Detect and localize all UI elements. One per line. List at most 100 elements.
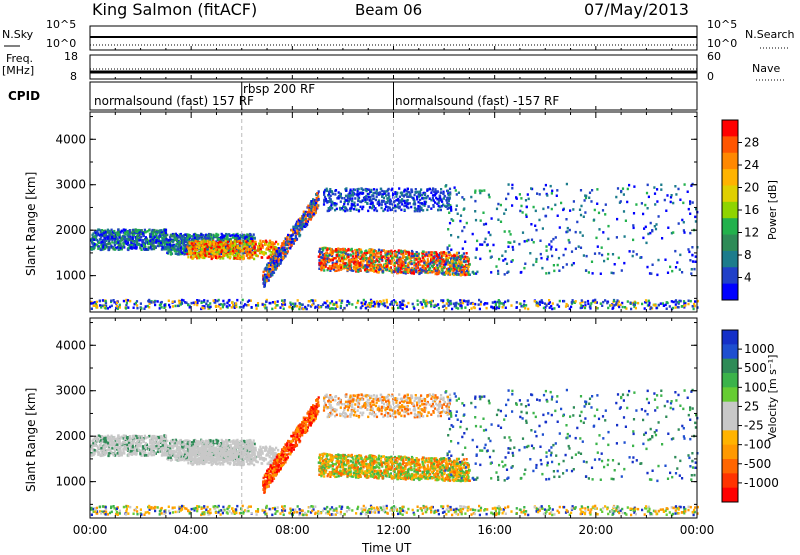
heatmap-cell	[422, 250, 424, 253]
heatmap-cell	[276, 261, 278, 264]
heatmap-cell	[200, 241, 202, 244]
heatmap-cell	[511, 204, 513, 207]
heatmap-cell	[372, 206, 374, 209]
heatmap-cell	[636, 253, 638, 256]
heatmap-cell	[604, 299, 606, 302]
heatmap-cell	[501, 255, 503, 258]
heatmap-cell	[512, 246, 514, 249]
heatmap-cell	[351, 197, 353, 200]
heatmap-cell	[314, 206, 316, 209]
heatmap-cell	[203, 252, 205, 255]
heatmap-cell	[458, 192, 460, 195]
heatmap-cell	[254, 251, 256, 254]
heatmap-cell	[246, 254, 248, 257]
heatmap-cell	[413, 261, 415, 264]
heatmap-cell	[94, 243, 96, 246]
heatmap-cell	[462, 302, 464, 305]
heatmap-cell	[364, 269, 366, 272]
heatmap-cell	[136, 304, 138, 307]
heatmap-cell	[264, 280, 266, 283]
heatmap-cell	[246, 246, 248, 249]
heatmap-cell	[398, 200, 400, 203]
heatmap-cell	[174, 300, 176, 303]
heatmap-cell	[562, 266, 564, 269]
heatmap-cell	[426, 196, 428, 199]
heatmap-cell	[377, 266, 379, 269]
heatmap-cell	[354, 189, 356, 192]
heatmap-cell	[354, 261, 356, 264]
heatmap-cell	[441, 260, 443, 263]
heatmap-cell	[201, 248, 203, 251]
heatmap-cell	[596, 203, 598, 206]
heatmap-cell	[232, 250, 234, 253]
heatmap-cell	[568, 241, 570, 244]
heatmap-cell	[375, 270, 377, 273]
heatmap-cell	[342, 253, 344, 256]
heatmap-cell	[110, 300, 112, 303]
heatmap-cell	[91, 247, 93, 250]
heatmap-cell	[381, 256, 383, 259]
heatmap-cell	[102, 246, 104, 249]
heatmap-cell	[678, 222, 680, 225]
heatmap-cell	[520, 303, 522, 306]
heatmap-cell	[189, 306, 191, 309]
heatmap-cell	[535, 261, 537, 264]
heatmap-cell	[281, 245, 283, 248]
heatmap-cell	[443, 251, 445, 254]
heatmap-cell	[421, 269, 423, 272]
heatmap-cell	[437, 267, 439, 270]
heatmap-cell	[372, 192, 374, 195]
heatmap-cell	[633, 212, 635, 215]
heatmap-cell	[522, 211, 524, 214]
heatmap-cell	[271, 308, 273, 311]
heatmap-cell	[138, 229, 140, 232]
heatmap-cell	[324, 261, 326, 264]
heatmap-cell	[660, 302, 662, 305]
heatmap-cell	[407, 188, 409, 191]
heatmap-cell	[560, 202, 562, 205]
heatmap-cell	[447, 204, 449, 207]
heatmap-cell	[403, 190, 405, 193]
heatmap-cell	[178, 241, 180, 244]
heatmap-cell	[579, 231, 581, 234]
heatmap-cell	[114, 244, 116, 247]
heatmap-cell	[202, 234, 204, 237]
heatmap-cell	[461, 196, 463, 199]
heatmap-cell	[582, 234, 584, 237]
heatmap-cell	[510, 304, 512, 307]
heatmap-cell	[506, 272, 508, 275]
heatmap-cell	[162, 246, 164, 249]
heatmap-cell	[688, 208, 690, 211]
heatmap-cell	[129, 231, 131, 234]
heatmap-cell	[224, 250, 226, 253]
heatmap-cell	[505, 250, 507, 253]
heatmap-cell	[119, 247, 121, 250]
heatmap-cell	[566, 230, 568, 233]
heatmap-cell	[520, 197, 522, 200]
heatmap-cell	[470, 196, 472, 199]
heatmap-cell	[440, 191, 442, 194]
heatmap-cell	[287, 250, 289, 253]
heatmap-cell	[448, 244, 450, 247]
heatmap-cell	[331, 191, 333, 194]
heatmap-cell	[201, 302, 203, 305]
heatmap-cell	[489, 250, 491, 253]
heatmap-cell	[295, 235, 297, 238]
heatmap-cell	[231, 234, 233, 237]
heatmap-cell	[413, 264, 415, 267]
heatmap-cell	[335, 270, 337, 273]
heatmap-cell	[209, 241, 211, 244]
heatmap-cell	[460, 266, 462, 269]
heatmap-cell	[327, 255, 329, 258]
heatmap-cell	[400, 260, 402, 263]
heatmap-cell	[223, 236, 225, 239]
heatmap-cell	[613, 300, 615, 303]
heatmap-cell	[278, 247, 280, 250]
heatmap-cell	[236, 246, 238, 249]
heatmap-cell	[590, 302, 592, 305]
heatmap-cell	[411, 263, 413, 266]
heatmap-cell	[672, 202, 674, 205]
heatmap-cell	[495, 265, 497, 268]
heatmap-cell	[601, 254, 603, 256]
heatmap-cell	[687, 303, 689, 306]
